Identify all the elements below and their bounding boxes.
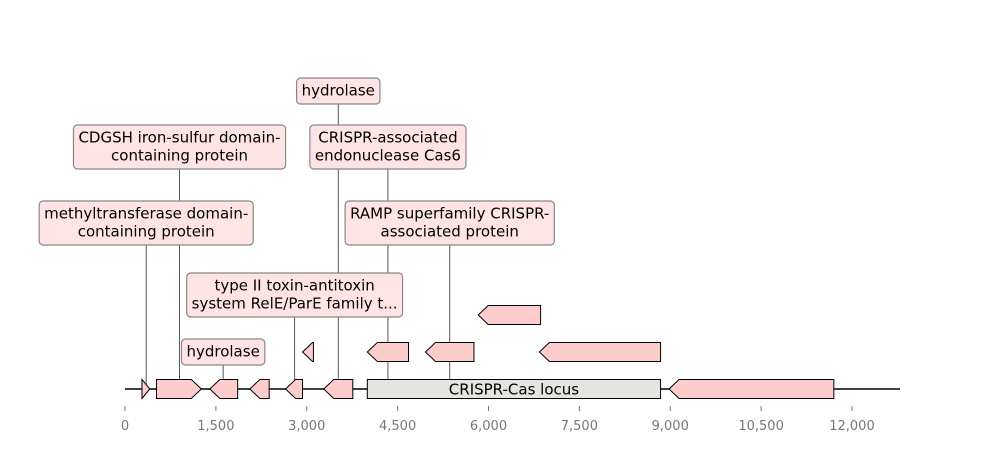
annotation-label-text: hydrolase bbox=[302, 82, 375, 100]
x-tick-label: 0 bbox=[121, 419, 129, 434]
gene-arrow bbox=[249, 379, 270, 399]
x-tick-label: 9,000 bbox=[652, 419, 689, 434]
gene-arrow bbox=[668, 379, 835, 399]
x-tick-label: 7,500 bbox=[561, 419, 598, 434]
annotation-label-text: containing protein bbox=[111, 147, 248, 165]
crispr-cas-locus: CRISPR-Cas locus bbox=[366, 379, 662, 399]
annotation-label-text: CDGSH iron-sulfur domain- bbox=[78, 129, 280, 147]
annotation-label-box bbox=[309, 124, 467, 170]
annotation-label: methyltransferase domain-containing prot… bbox=[38, 200, 254, 246]
annotation-label-text: CRISPR-associated bbox=[318, 129, 457, 147]
annotation-label-text: containing protein bbox=[78, 223, 215, 241]
annotation-label-text: system RelE/ParE family t... bbox=[192, 295, 398, 313]
x-tick-label: 4,500 bbox=[379, 419, 416, 434]
x-tick-label: 1,500 bbox=[197, 419, 234, 434]
annotation-label-text: type II toxin-antitoxin bbox=[214, 277, 374, 295]
gene-arrow bbox=[322, 379, 354, 399]
gene-arrow bbox=[424, 342, 475, 362]
gene-arrow bbox=[284, 379, 304, 399]
gene-arrow bbox=[209, 379, 239, 399]
annotation-label-box bbox=[180, 338, 266, 366]
gene-arrow bbox=[477, 305, 542, 325]
crispr-cas-locus-box bbox=[366, 379, 662, 399]
annotation-label: CDGSH iron-sulfur domain-containing prot… bbox=[72, 124, 287, 170]
x-tick-label: 10,500 bbox=[738, 419, 784, 434]
gene-features bbox=[141, 305, 835, 400]
annotation-label-text: associated protein bbox=[381, 223, 519, 241]
annotation-label-box bbox=[38, 200, 254, 246]
gene-arrow bbox=[301, 342, 314, 362]
gene-arrow bbox=[141, 378, 151, 400]
annotation-label-text: hydrolase bbox=[186, 343, 259, 361]
x-tick-label: 3,000 bbox=[288, 419, 325, 434]
x-tick-label: 12,000 bbox=[829, 419, 875, 434]
crispr-cas-locus-label: CRISPR-Cas locus bbox=[449, 381, 579, 399]
annotation-label-box bbox=[72, 124, 287, 170]
annotation-label: hydrolase bbox=[180, 338, 266, 366]
gene-arrow bbox=[366, 342, 410, 362]
annotation-label-box bbox=[344, 200, 555, 246]
annotation-label: hydrolase bbox=[295, 77, 381, 105]
annotation-label-text: endonuclease Cas6 bbox=[315, 147, 461, 165]
x-axis: 0 1,500 3,000 4,500 6,000 7,500 9,000 10,500 12,… bbox=[121, 406, 875, 434]
annotation-label-box bbox=[186, 272, 404, 318]
annotation-label-text: methyltransferase domain- bbox=[44, 205, 248, 223]
gene-arrow bbox=[538, 342, 662, 362]
annotation-label: RAMP superfamily CRISPR-associated prote… bbox=[344, 200, 555, 246]
annotation-label-box bbox=[295, 77, 381, 105]
x-tick-label: 6,000 bbox=[470, 419, 507, 434]
annotation-label-text: RAMP superfamily CRISPR- bbox=[350, 205, 549, 223]
gene-arrow bbox=[156, 379, 203, 399]
